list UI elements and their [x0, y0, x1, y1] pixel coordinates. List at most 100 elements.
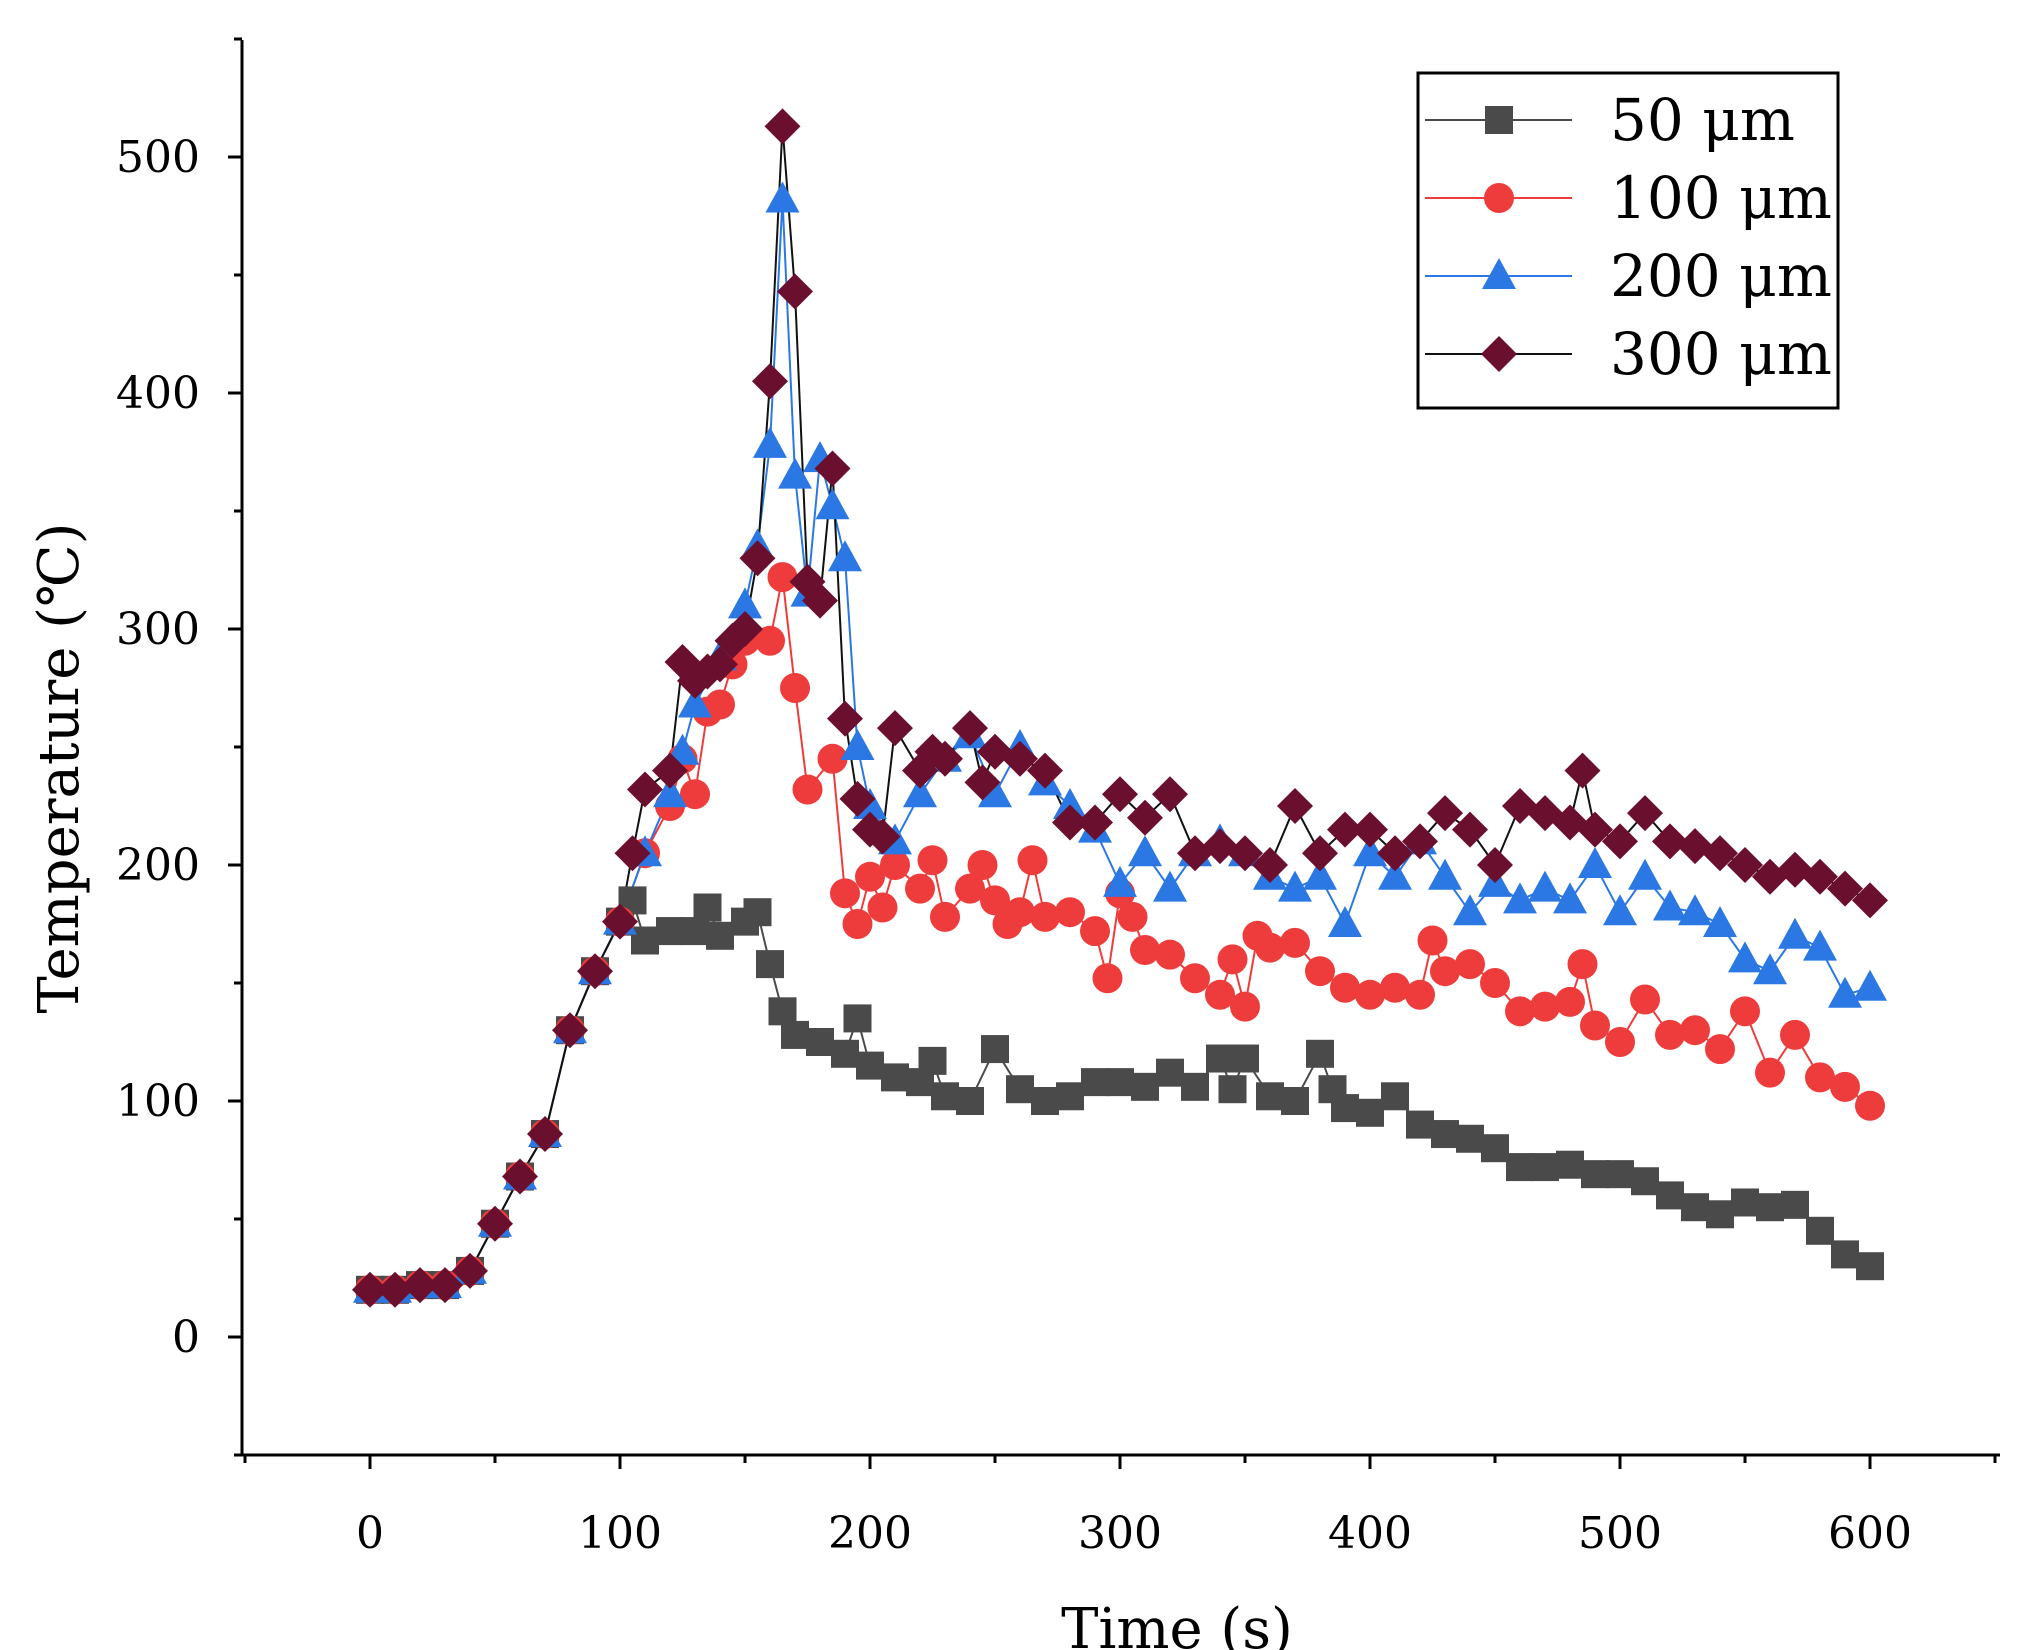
- legend-marker: [1481, 336, 1517, 372]
- series-4-point: [602, 903, 638, 940]
- series-1-point: [1381, 1082, 1409, 1111]
- y-tick-label: 0: [172, 1312, 200, 1363]
- series-4-point: [814, 450, 851, 487]
- series-2-point: [1155, 939, 1185, 970]
- y-tick-label: 500: [116, 132, 200, 183]
- y-tick-label: 100: [116, 1076, 200, 1127]
- series-1-point: [1031, 1087, 1059, 1115]
- series-1-point: [743, 898, 772, 927]
- series-4-point: [927, 740, 963, 777]
- x-tick-label: 400: [1328, 1508, 1412, 1559]
- series-4-point: [1127, 799, 1163, 836]
- series-2-point: [1280, 927, 1310, 958]
- series-4-point: [1452, 811, 1488, 848]
- series-4-point: [1727, 847, 1763, 883]
- x-tick-label: 100: [578, 1508, 662, 1559]
- series-4-point: [1277, 788, 1313, 824]
- legend-label: 100 μm: [1610, 164, 1832, 232]
- series-2-point: [1805, 1062, 1835, 1093]
- series-4-point: [1802, 858, 1838, 895]
- series-1-point: [1656, 1181, 1684, 1210]
- series-2-point: [1705, 1034, 1735, 1065]
- series-1-point: [931, 1082, 959, 1111]
- series-1-point: [856, 1051, 884, 1080]
- legend-marker: [1485, 106, 1513, 134]
- series-1-point: [1081, 1068, 1109, 1097]
- series-2-point: [817, 743, 848, 774]
- series-1-point: [806, 1028, 834, 1056]
- series-2-point: [1330, 972, 1360, 1003]
- series-2-point: [1730, 996, 1760, 1027]
- series-2-point: [980, 885, 1010, 916]
- series-4-point: [627, 771, 663, 808]
- series-2-point: [705, 689, 735, 720]
- series-4-point: [1352, 811, 1388, 848]
- series-markers: [352, 108, 1888, 1308]
- series-1-point: [1631, 1167, 1659, 1196]
- legend-marker: [1484, 183, 1514, 213]
- series-4-point: [502, 1158, 538, 1195]
- series-4-point: [877, 710, 913, 747]
- y-tick-label: 200: [116, 840, 200, 891]
- series-1-point: [768, 997, 797, 1026]
- series-1-point: [1406, 1110, 1434, 1139]
- series-3-point: [1328, 906, 1362, 937]
- series-2-point: [1780, 1019, 1810, 1050]
- series-3-point: [1653, 889, 1687, 921]
- series-2-point: [1455, 949, 1485, 980]
- series-2-point: [680, 779, 710, 810]
- series-1-point: [1206, 1044, 1234, 1073]
- series-2-point: [1755, 1057, 1785, 1088]
- series-2-point: [1655, 1019, 1685, 1050]
- series-3-point: [978, 776, 1012, 808]
- series-1-point: [918, 1046, 947, 1075]
- series-2-point: [1055, 897, 1085, 928]
- series-3-point: [753, 426, 787, 458]
- legend-label: 300 μm: [1610, 320, 1832, 388]
- series-3-point: [840, 729, 875, 760]
- series-2-point: [917, 845, 948, 876]
- series-2-point: [1405, 979, 1435, 1010]
- series-3-point: [1703, 906, 1737, 937]
- legend-marker: [1482, 258, 1516, 289]
- series-4-point: [1402, 823, 1438, 860]
- series-4-point: [827, 700, 863, 737]
- series-1-point: [781, 1020, 809, 1049]
- series-4-point: [1564, 752, 1601, 789]
- series-2-point: [867, 892, 898, 923]
- series-1-point: [1181, 1072, 1209, 1101]
- series-2-point: [1130, 934, 1160, 965]
- legend-item: 50 μm: [1425, 86, 1795, 154]
- series-1-point: [1306, 1039, 1334, 1068]
- series-2-point: [1080, 916, 1110, 947]
- series-4-point: [1577, 811, 1613, 848]
- series-4-point: [1252, 847, 1288, 883]
- series-4-point: [452, 1252, 488, 1289]
- series-2-point: [1580, 1010, 1610, 1041]
- series-1-point: [1731, 1188, 1759, 1217]
- series-3-point: [1278, 870, 1312, 902]
- series-4-point: [952, 710, 988, 747]
- series-3-point: [828, 540, 862, 572]
- series-3-point: [815, 488, 850, 520]
- series-1-point: [693, 893, 722, 922]
- series-2-point: [755, 625, 785, 656]
- series-4-point: [1702, 835, 1738, 872]
- axes: 0 100 200 300 400 500 600 0 100 200 300 400 500: [116, 37, 2000, 1559]
- series-4-point: [1027, 752, 1063, 789]
- y-tick-label: 400: [116, 368, 200, 419]
- series-1-point: [881, 1063, 909, 1092]
- series-3-point: [653, 776, 687, 808]
- series-1-point: [1231, 1044, 1259, 1073]
- series-4-point: [1477, 847, 1513, 883]
- series-2-point: [842, 909, 873, 939]
- series-1-point: [1256, 1082, 1284, 1111]
- series-1-point: [656, 917, 684, 946]
- series-2-point: [1680, 1015, 1710, 1046]
- y-tick-label: 300: [116, 604, 200, 655]
- series-4-point: [1227, 835, 1263, 872]
- series-3-point: [1528, 870, 1562, 902]
- series-3-point: [1603, 894, 1637, 926]
- series-1-point: [681, 917, 709, 946]
- series-3-point: [1803, 929, 1837, 961]
